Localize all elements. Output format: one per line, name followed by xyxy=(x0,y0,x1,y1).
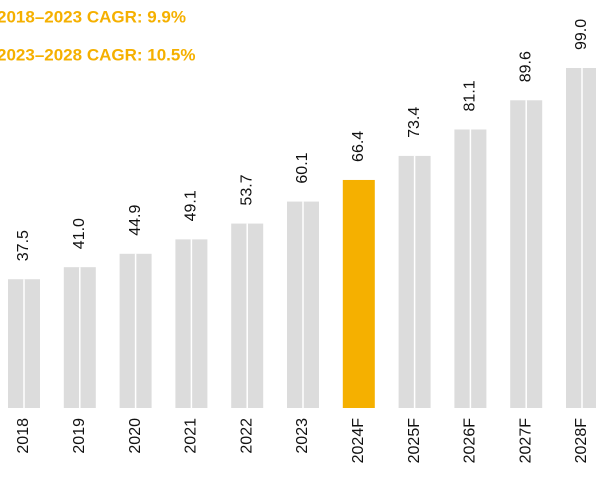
x-tick-label: 2026F xyxy=(462,418,479,464)
x-tick-label: 2024F xyxy=(350,418,367,464)
x-tick-label: 2018 xyxy=(15,418,32,454)
value-label: 89.6 xyxy=(517,51,534,82)
value-label: 44.9 xyxy=(127,205,144,236)
bar xyxy=(342,179,375,408)
x-tick-label: 2020 xyxy=(127,418,144,454)
x-tick-label: 2028F xyxy=(573,418,590,464)
value-label: 53.7 xyxy=(238,174,255,205)
x-tick-label: 2019 xyxy=(71,418,88,454)
bar xyxy=(566,68,596,408)
annotation: 2023–2028 CAGR: 10.5% xyxy=(0,45,195,64)
value-label: 73.4 xyxy=(406,107,423,138)
x-tick-label: 2022 xyxy=(238,418,255,454)
value-label: 49.1 xyxy=(183,190,200,221)
value-label: 81.1 xyxy=(462,80,479,111)
value-label: 60.1 xyxy=(294,152,311,183)
value-label: 37.5 xyxy=(15,230,32,261)
x-tick-label: 2021 xyxy=(183,418,200,454)
value-label: 41.0 xyxy=(71,218,88,249)
value-label: 66.4 xyxy=(350,131,367,162)
x-tick-label: 2025F xyxy=(406,418,423,464)
annotation: 2018–2023 CAGR: 9.9% xyxy=(0,7,186,26)
x-tick-label: 2027F xyxy=(517,418,534,464)
x-tick-label: 2023 xyxy=(294,418,311,454)
value-label: 99.0 xyxy=(573,19,590,50)
